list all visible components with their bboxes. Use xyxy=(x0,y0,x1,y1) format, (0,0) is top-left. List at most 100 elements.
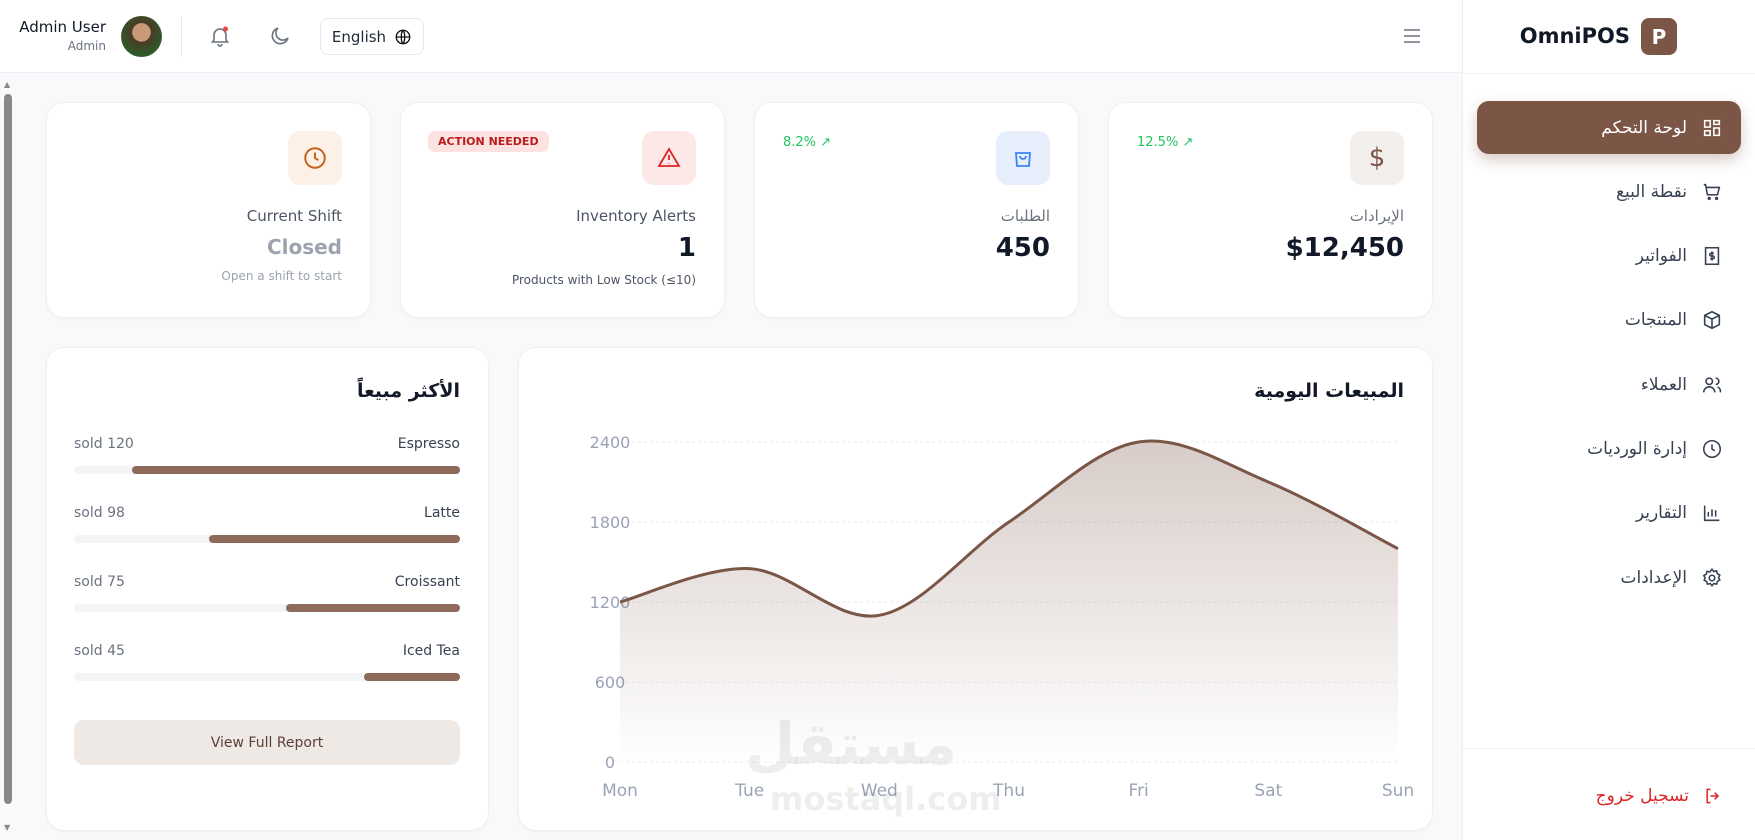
product-sold: sold 98 xyxy=(74,505,125,521)
shift-label: Current Shift xyxy=(246,207,342,225)
product-sold: sold 45 xyxy=(74,643,125,659)
dollar-icon: $ xyxy=(1350,131,1404,185)
scrollbar-thumb[interactable] xyxy=(4,94,12,804)
sidebar-item-label: المنتجات xyxy=(1624,310,1687,331)
avatar[interactable] xyxy=(121,16,162,57)
language-label: English xyxy=(331,27,387,46)
shift-value: Closed xyxy=(266,235,342,259)
dashboard-grid-icon xyxy=(1703,119,1721,136)
bell-icon[interactable] xyxy=(208,24,232,48)
shift-card: Current Shift Closed Open a shift to sta… xyxy=(46,102,371,318)
area-fill xyxy=(620,441,1398,762)
user-role: Admin xyxy=(67,39,106,53)
view-full-report-button[interactable]: View Full Report xyxy=(74,720,460,765)
sidebar-item-3[interactable]: المنتجات xyxy=(1477,294,1741,347)
x-tick-label: Wed xyxy=(861,781,898,801)
product-sales-bar xyxy=(74,604,460,612)
gear-icon xyxy=(1702,567,1721,587)
product-sales-bar-fill xyxy=(131,466,460,474)
product-name: Iced Tea xyxy=(402,643,460,659)
y-tick-label: 2400 xyxy=(590,433,631,452)
logout-button[interactable]: تسجيل خروج xyxy=(1477,769,1741,822)
sidebar-item-6[interactable]: التقارير xyxy=(1477,487,1741,540)
revenue-label: الإيرادات xyxy=(1349,207,1404,225)
user-name: Admin User xyxy=(19,18,106,36)
revenue-value: $12,450 xyxy=(1285,233,1404,263)
inventory-card: ACTION NEEDED Inventory Alerts 1 Product… xyxy=(400,102,725,318)
sidebar-item-7[interactable]: الإعدادات xyxy=(1477,551,1741,604)
sidebar-item-5[interactable]: إدارة الورديات xyxy=(1477,423,1741,476)
sales-line xyxy=(619,439,1399,618)
orders-value: 450 xyxy=(995,233,1050,263)
sidebar-item-4[interactable]: العملاء xyxy=(1477,358,1741,411)
language-button[interactable]: English xyxy=(320,18,424,55)
shopping-bag-icon xyxy=(996,131,1050,185)
inventory-sub: Products with Low Stock (≤10) xyxy=(511,273,696,287)
x-tick-label: Sun xyxy=(1382,781,1414,801)
shift-sub: Open a shift to start xyxy=(221,269,342,283)
y-tick-label: 0 xyxy=(605,753,615,772)
best-sellers-title: الأكثر مبيعاً xyxy=(356,380,460,402)
clock-icon xyxy=(288,131,342,185)
product-name: Espresso xyxy=(397,436,460,452)
sidebar-item-0[interactable]: لوحة التحكم xyxy=(1477,101,1741,154)
x-tick-label: Sat xyxy=(1254,781,1282,801)
inventory-label: Inventory Alerts xyxy=(576,207,696,225)
sidebar-item-2[interactable]: الفواتير xyxy=(1477,230,1741,283)
chart-title: المبيعات اليومية xyxy=(1254,380,1404,402)
revenue-trend: 12.5% ↗ xyxy=(1137,135,1194,150)
product-sales-bar-fill xyxy=(363,673,460,681)
sidebar-item-label: إدارة الورديات xyxy=(1587,439,1687,459)
divider xyxy=(1463,748,1755,749)
brand-name: OmniPOS xyxy=(1519,24,1630,48)
product-sold: sold 120 xyxy=(74,436,134,452)
product-sold: sold 75 xyxy=(74,574,125,590)
x-tick-label: Thu xyxy=(992,781,1025,801)
x-tick-label: Tue xyxy=(734,781,764,801)
inventory-value: 1 xyxy=(677,233,696,263)
scroll-down-arrow[interactable]: ▼ xyxy=(4,823,11,832)
sidebar-item-label: التقارير xyxy=(1635,503,1687,524)
globe-icon xyxy=(395,29,411,44)
divider xyxy=(181,16,182,57)
x-tick-label: Mon xyxy=(602,781,638,801)
product-name: Croissant xyxy=(394,574,460,590)
bar-chart-icon xyxy=(1703,505,1720,522)
product-sales-bar-fill xyxy=(209,535,460,543)
top-header: Admin User Admin English xyxy=(0,0,1462,73)
action-needed-badge: ACTION NEEDED xyxy=(428,131,549,152)
product-sales-bar xyxy=(74,466,460,474)
sidebar-item-label: نقطة البيع xyxy=(1615,181,1687,202)
orders-card: 8.2% ↗ الطلبات 450 xyxy=(754,102,1079,318)
sidebar-item-1[interactable]: نقطة البيع xyxy=(1477,165,1741,218)
y-tick-label: 1800 xyxy=(590,513,631,532)
warning-icon xyxy=(642,131,696,185)
sidebar-item-label: الإعدادات xyxy=(1620,567,1687,588)
sidebar: OmniPOS P لوحة التحكم نقطة البيع الفواتي… xyxy=(1462,0,1755,840)
divider xyxy=(1463,73,1755,74)
box-icon xyxy=(1703,311,1721,330)
menu-icon[interactable] xyxy=(1402,26,1422,46)
x-tick-label: Fri xyxy=(1129,781,1149,801)
clock-icon xyxy=(1702,439,1722,459)
scroll-up-arrow[interactable]: ▲ xyxy=(4,80,11,89)
y-tick-label: 600 xyxy=(595,673,626,692)
product-sales-bar xyxy=(74,673,460,681)
logout-label: تسجيل خروج xyxy=(1595,785,1689,806)
watermark-latin: mostaql.com xyxy=(770,780,1002,818)
product-sales-bar xyxy=(74,535,460,543)
brand-logo: P xyxy=(1641,18,1677,55)
product-name: Latte xyxy=(424,505,460,521)
sidebar-item-label: لوحة التحكم xyxy=(1601,117,1687,138)
orders-label: الطلبات xyxy=(1000,207,1050,225)
logout-icon xyxy=(1706,788,1720,803)
product-sales-bar-fill xyxy=(286,604,460,612)
sidebar-item-label: الفواتير xyxy=(1635,246,1687,267)
cart-icon xyxy=(1703,183,1721,200)
moon-icon[interactable] xyxy=(268,24,292,48)
orders-trend: 8.2% ↗ xyxy=(783,135,832,150)
revenue-card: $ 12.5% ↗ الإيرادات $12,450 xyxy=(1108,102,1433,318)
sidebar-item-label: العملاء xyxy=(1640,374,1687,395)
watermark-arabic: مستقل xyxy=(745,710,958,778)
